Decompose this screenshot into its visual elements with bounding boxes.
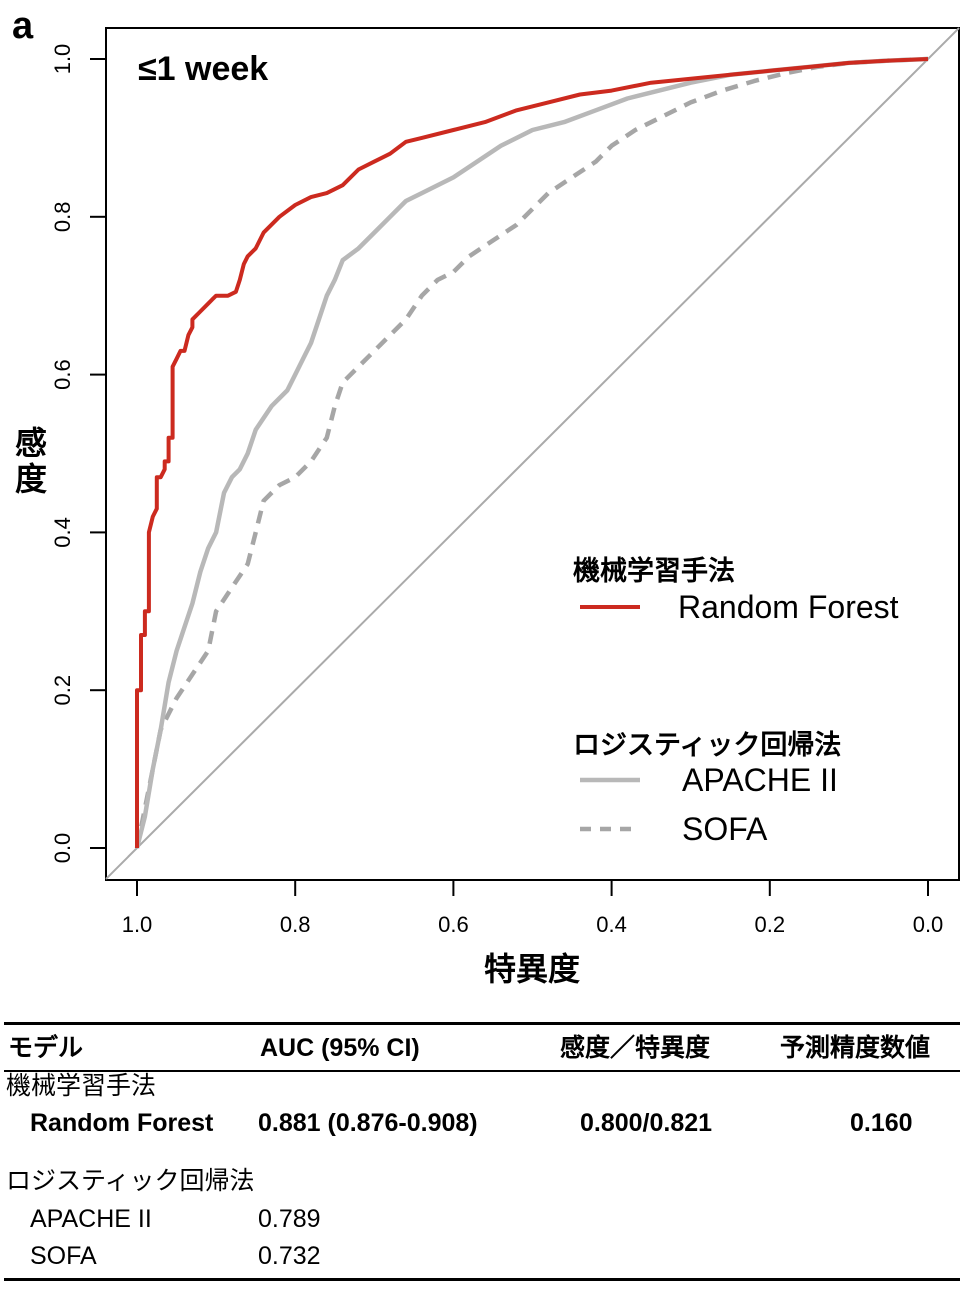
row-rf-auc: 0.881 (0.876-0.908) (258, 1109, 478, 1137)
reference-diagonal-layer (105, 27, 960, 880)
chart-title: ≤1 week (138, 50, 268, 88)
x-tick-label: 0.6 (438, 912, 469, 937)
plot-frame (105, 27, 960, 881)
row-rf-sens-spec: 0.800/0.821 (580, 1109, 713, 1137)
panel-label: a (12, 5, 34, 47)
series-line-sofa (134, 56, 929, 849)
series-line-random-forest (135, 57, 929, 848)
reference-diagonal-line (105, 27, 960, 880)
row-apache-model: APACHE II (30, 1205, 152, 1233)
y-axis: 0.0 0.2 0.4 0.6 0.8 1.0 (50, 44, 106, 864)
row-sofa-auc: 0.732 (258, 1242, 321, 1270)
x-tick-label: 0.2 (755, 912, 786, 937)
legend-heading: ロジスティック回帰法 (573, 730, 841, 760)
y-tick-label: 0.2 (50, 675, 75, 706)
y-tick-label: 0.8 (50, 202, 75, 233)
series-line-apache-ii (134, 56, 929, 849)
roc-chart: a 1.0 0.8 0.6 0.4 0.2 0.0 0.00.20.40.60.81.0 … (12, 5, 960, 987)
row-rf-model: Random Forest (30, 1109, 214, 1137)
y-tick-label: 1.0 (50, 44, 75, 75)
group-label-ml: 機械学習手法 (6, 1072, 157, 1100)
row-apache-auc: 0.789 (258, 1205, 321, 1233)
y-tick-label: 0.4 (50, 517, 75, 548)
header-sens-spec: 感度／特異度 (560, 1034, 711, 1062)
header-value: 予測精度数値 (780, 1034, 931, 1062)
table-top-rule (4, 1022, 960, 1025)
legend-entry-label: Random Forest (678, 589, 899, 625)
header-model: モデル (8, 1034, 84, 1062)
y-tick-label: 0.6 (50, 359, 75, 390)
row-sofa-model: SOFA (30, 1242, 97, 1270)
table-bottom-rule (4, 1278, 960, 1281)
header-auc: AUC (95% CI) (260, 1034, 420, 1062)
x-axis: 1.0 0.8 0.6 0.4 0.2 0.0 (122, 880, 944, 937)
table-header-rule (4, 1070, 960, 1072)
legend-heading: 機械学習手法 (573, 555, 735, 586)
series-layer (134, 56, 929, 849)
x-axis-label: 特異度 (484, 951, 580, 987)
y-axis-label: 感度 (15, 425, 47, 497)
y-tick-label: 0.0 (50, 833, 75, 864)
x-tick-label: 1.0 (122, 912, 153, 937)
x-tick-label: 0.0 (913, 912, 944, 937)
row-rf-value: 0.160 (850, 1109, 913, 1137)
legend-entry-label: SOFA (682, 811, 768, 847)
group-label-logistic: ロジスティック回帰法 (6, 1167, 255, 1195)
x-tick-label: 0.4 (596, 912, 627, 937)
legend-entry-label: APACHE II (682, 762, 838, 798)
x-tick-label: 0.8 (280, 912, 311, 937)
